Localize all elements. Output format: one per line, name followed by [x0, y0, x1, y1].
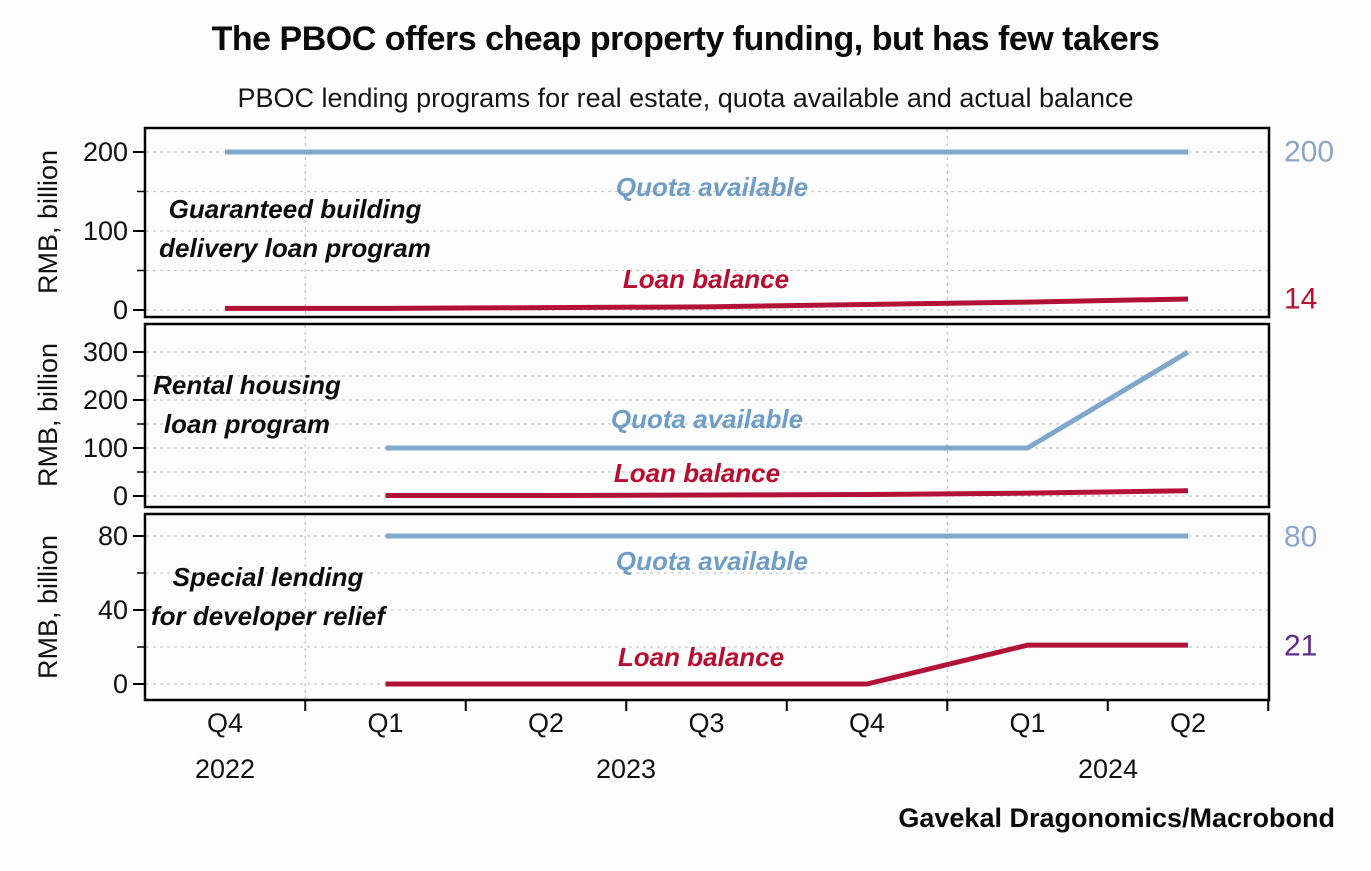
xtick-q3-2023: Q3	[688, 708, 724, 738]
xlabel-year-2022: 2022	[195, 754, 255, 784]
panel2-quota-series-label: Quota available	[611, 404, 803, 434]
panel2-program-label-line2: loan program	[164, 409, 330, 439]
panel2-loan-series-label: Loan balance	[614, 458, 780, 488]
panel1-ytick-0: 0	[113, 295, 128, 325]
xlabel-year-2024: 2024	[1078, 754, 1138, 784]
xtick-q4-2023: Q4	[849, 708, 885, 738]
panel1-loan-end-value: 14	[1284, 283, 1317, 316]
chart-draw-layer	[133, 126, 1271, 711]
panel1-y-axis-title: RMB, billion	[33, 150, 63, 294]
panel1-program-label-line2: delivery loan program	[159, 233, 431, 263]
loan-balance-line	[225, 296, 1189, 311]
loan-balance-line	[385, 488, 1189, 499]
panel1-ytick-200: 200	[83, 137, 128, 167]
panel3-quota-series-label: Quota available	[616, 546, 808, 576]
panel2-program-label-line1: Rental housing	[153, 370, 341, 400]
xtick-q2-2023: Q2	[528, 708, 564, 738]
panel3-program-label-line2: for developer relief	[151, 601, 387, 631]
panel1-program-label-line1: Guaranteed building	[169, 194, 422, 224]
panel3-loan-series-label: Loan balance	[618, 642, 784, 672]
panel3-quota-end-value: 80	[1284, 521, 1317, 554]
panel1-quota-series-label: Quota available	[616, 172, 808, 202]
panel3-program-label-line1: Special lending	[173, 562, 364, 592]
xlabel-year-2023: 2023	[596, 754, 656, 784]
panel3-loan-end-value: 21	[1284, 630, 1317, 663]
chart-subtitle: PBOC lending programs for real estate, q…	[237, 83, 1134, 113]
chart-labels-layer: RMB, billion RMB, billion RMB, billion 0…	[33, 136, 1334, 785]
panel3-ytick-80: 80	[98, 521, 128, 551]
panel1-ytick-100: 100	[83, 216, 128, 246]
panel3-ytick-0: 0	[113, 669, 128, 699]
panel3-ytick-40: 40	[98, 595, 128, 625]
panel3-y-axis-title: RMB, billion	[33, 535, 63, 679]
panel2-ytick-100: 100	[83, 433, 128, 463]
quota-line	[385, 349, 1190, 451]
panel2-ytick-300: 300	[83, 337, 128, 367]
xtick-q1-2024: Q1	[1009, 708, 1045, 738]
xtick-q2-2024: Q2	[1170, 708, 1206, 738]
panel2-ytick-200: 200	[83, 385, 128, 415]
panel-border	[143, 322, 1271, 509]
panel2-ytick-0: 0	[113, 481, 128, 511]
xtick-q4-2022: Q4	[207, 708, 243, 738]
panel-border	[143, 512, 1271, 702]
panel-border	[143, 126, 1271, 319]
source-credit: Gavekal Dragonomics/Macrobond	[898, 803, 1335, 833]
panel2-y-axis-title: RMB, billion	[33, 343, 63, 487]
panel1-loan-series-label: Loan balance	[623, 264, 789, 294]
chart-title: The PBOC offers cheap property funding, …	[211, 20, 1160, 58]
panel1-quota-end-value: 200	[1284, 136, 1334, 169]
xtick-q1-2023: Q1	[367, 708, 403, 738]
loan-balance-line	[385, 642, 1188, 687]
